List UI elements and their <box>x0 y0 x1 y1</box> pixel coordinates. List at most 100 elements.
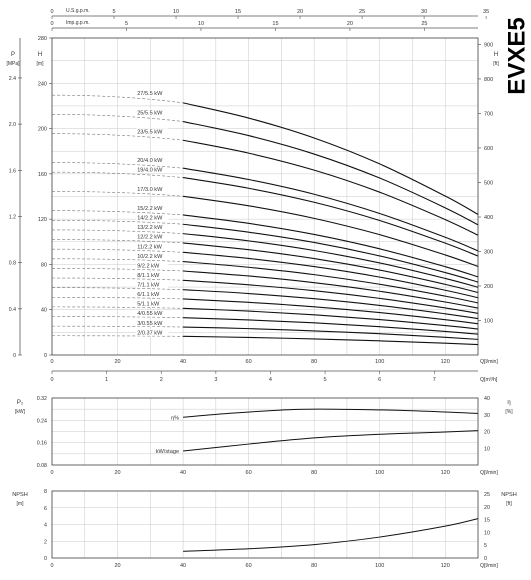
y-tick-label-kw: 0.32 <box>37 396 47 402</box>
y-tick-label-m: 0 <box>44 353 47 359</box>
series-label: 10/2.2 kW <box>137 254 163 260</box>
y-tick-label-ft: 600 <box>484 146 493 152</box>
y-tick-label-ft: 900 <box>484 42 493 48</box>
series-label-bg <box>136 166 169 174</box>
series-label-bg <box>136 329 169 336</box>
series-dashed-extension <box>51 229 184 234</box>
series-label-bg <box>136 291 169 298</box>
usgpm-axis-label: U.S.g.p.m. <box>66 8 90 14</box>
series-label-bg <box>136 310 169 317</box>
series-line <box>183 195 479 267</box>
x-tick-label: 20 <box>114 470 120 476</box>
series-dashed-extension <box>51 268 184 272</box>
usgpm-tick-label: 25 <box>359 9 365 15</box>
y-tick-label-kw: 0.24 <box>37 418 47 424</box>
product-code-label: EVXE5 <box>505 17 529 94</box>
series-label: 9/2.2 kW <box>137 263 160 269</box>
y-axis-title-kw: P₂ <box>17 400 24 406</box>
y-tick-label-ft: 200 <box>484 284 493 290</box>
usgpm-tick-label: 0 <box>50 9 53 15</box>
product-code: EVXE5 <box>505 17 529 94</box>
series-dashed-extension <box>51 191 184 197</box>
x-tick-label: 120 <box>441 563 450 569</box>
y-tick-label-eff: 10 <box>484 446 490 452</box>
y-tick-label-ft: 400 <box>484 215 493 221</box>
series-line <box>182 121 479 226</box>
series-label-bg <box>136 214 169 221</box>
series-dashed-extension <box>51 277 184 281</box>
plot-frame <box>51 397 479 466</box>
series-line <box>183 279 479 314</box>
series-dashed-extension <box>51 316 184 318</box>
y-tick-label-npsh-m: 8 <box>44 489 47 495</box>
x-tick-label: 40 <box>180 470 186 476</box>
m3h-tick-label: 4 <box>269 377 272 383</box>
x-tick-label: 100 <box>375 563 384 569</box>
series-dashed-extension <box>51 248 184 253</box>
series-line <box>183 408 479 418</box>
series-label: 11/2.2 kW <box>137 244 162 250</box>
y-tick-label-npsh-m: 6 <box>44 506 47 512</box>
series-label-bg <box>136 233 169 241</box>
series-label: 20/4.0 kW <box>137 158 163 164</box>
y-axis-unit-npsh-m: [m] <box>17 501 25 507</box>
series-line <box>183 518 479 552</box>
x-tick-label: 80 <box>311 359 317 365</box>
y-axis-title-npsh-ft: NPSH <box>501 492 517 498</box>
power-efficiency-panel: 0.08 0.16 0.24 0.32 10 20 30 40 P₂ [kW] η [%] η% kW/s… <box>15 396 513 476</box>
series-dashed-extension <box>51 239 184 244</box>
series-dashed-extension <box>51 287 184 290</box>
y-tick-label-p: 0.4 <box>9 307 16 313</box>
series-dashed-extension <box>51 133 184 141</box>
series-line <box>183 242 479 294</box>
series-dashed-extension <box>51 219 184 225</box>
y-tick-label-m: 160 <box>38 172 47 178</box>
usgpm-tick-label: 5 <box>112 9 115 15</box>
series-label: 17/3.0 kW <box>137 187 163 193</box>
y-tick-label-npsh-ft: 15 <box>484 518 490 524</box>
series-line <box>183 335 479 346</box>
impgpm-tick-label: 25 <box>421 21 427 27</box>
y-tick-label-p: 0 <box>13 353 16 359</box>
impgpm-tick-label: 5 <box>125 21 128 27</box>
x-tick-label: 80 <box>311 563 317 569</box>
series-line <box>183 307 479 330</box>
series-label: 14/2.2 kW <box>137 216 163 222</box>
series-line <box>183 317 479 335</box>
usgpm-tick-label: 20 <box>297 9 303 15</box>
y-tick-label-p: 0.8 <box>9 261 16 267</box>
x-axis-title: Q[l/min] <box>480 470 498 476</box>
x-tick-label: 0 <box>50 563 53 569</box>
y-axis-title-npsh-m: NPSH <box>12 492 28 498</box>
usgpm-tick-label: 30 <box>421 9 427 15</box>
series-label: 23/5.5 kW <box>137 129 163 135</box>
m3h-tick-label: 1 <box>105 377 108 383</box>
y-tick-label-npsh-ft: 0 <box>484 556 487 562</box>
y-tick-label-eff: 20 <box>484 430 490 436</box>
series-label-bg <box>136 109 169 116</box>
series-line <box>183 233 479 288</box>
series-dashed-extension <box>51 114 184 122</box>
y-tick-label-ft: 500 <box>484 180 493 186</box>
y-axis-title-eff: η <box>507 400 510 406</box>
series-line <box>183 214 479 278</box>
m3h-tick-label: 2 <box>160 377 163 383</box>
series-dashed-extension <box>51 171 184 178</box>
x-tick-label: 60 <box>246 470 252 476</box>
series-line <box>183 326 479 340</box>
y-tick-label-m: 120 <box>38 217 47 223</box>
y-tick-label-p: 1.2 <box>9 214 16 220</box>
m3h-axis-title: Q[m³/h] <box>480 377 498 383</box>
series-label-bg <box>136 185 169 193</box>
y-axis-title-p: P <box>11 52 15 58</box>
usgpm-tick-label: 10 <box>173 9 179 15</box>
series-label-bg <box>136 271 169 279</box>
series-dashed-extension <box>51 258 184 262</box>
impgpm-tick-label: 15 <box>272 21 278 27</box>
series-label-bg <box>136 243 169 250</box>
x-tick-label: 20 <box>114 563 120 569</box>
y-tick-label-npsh-m: 0 <box>44 556 47 562</box>
y-tick-label-kw: 0.08 <box>37 463 47 469</box>
